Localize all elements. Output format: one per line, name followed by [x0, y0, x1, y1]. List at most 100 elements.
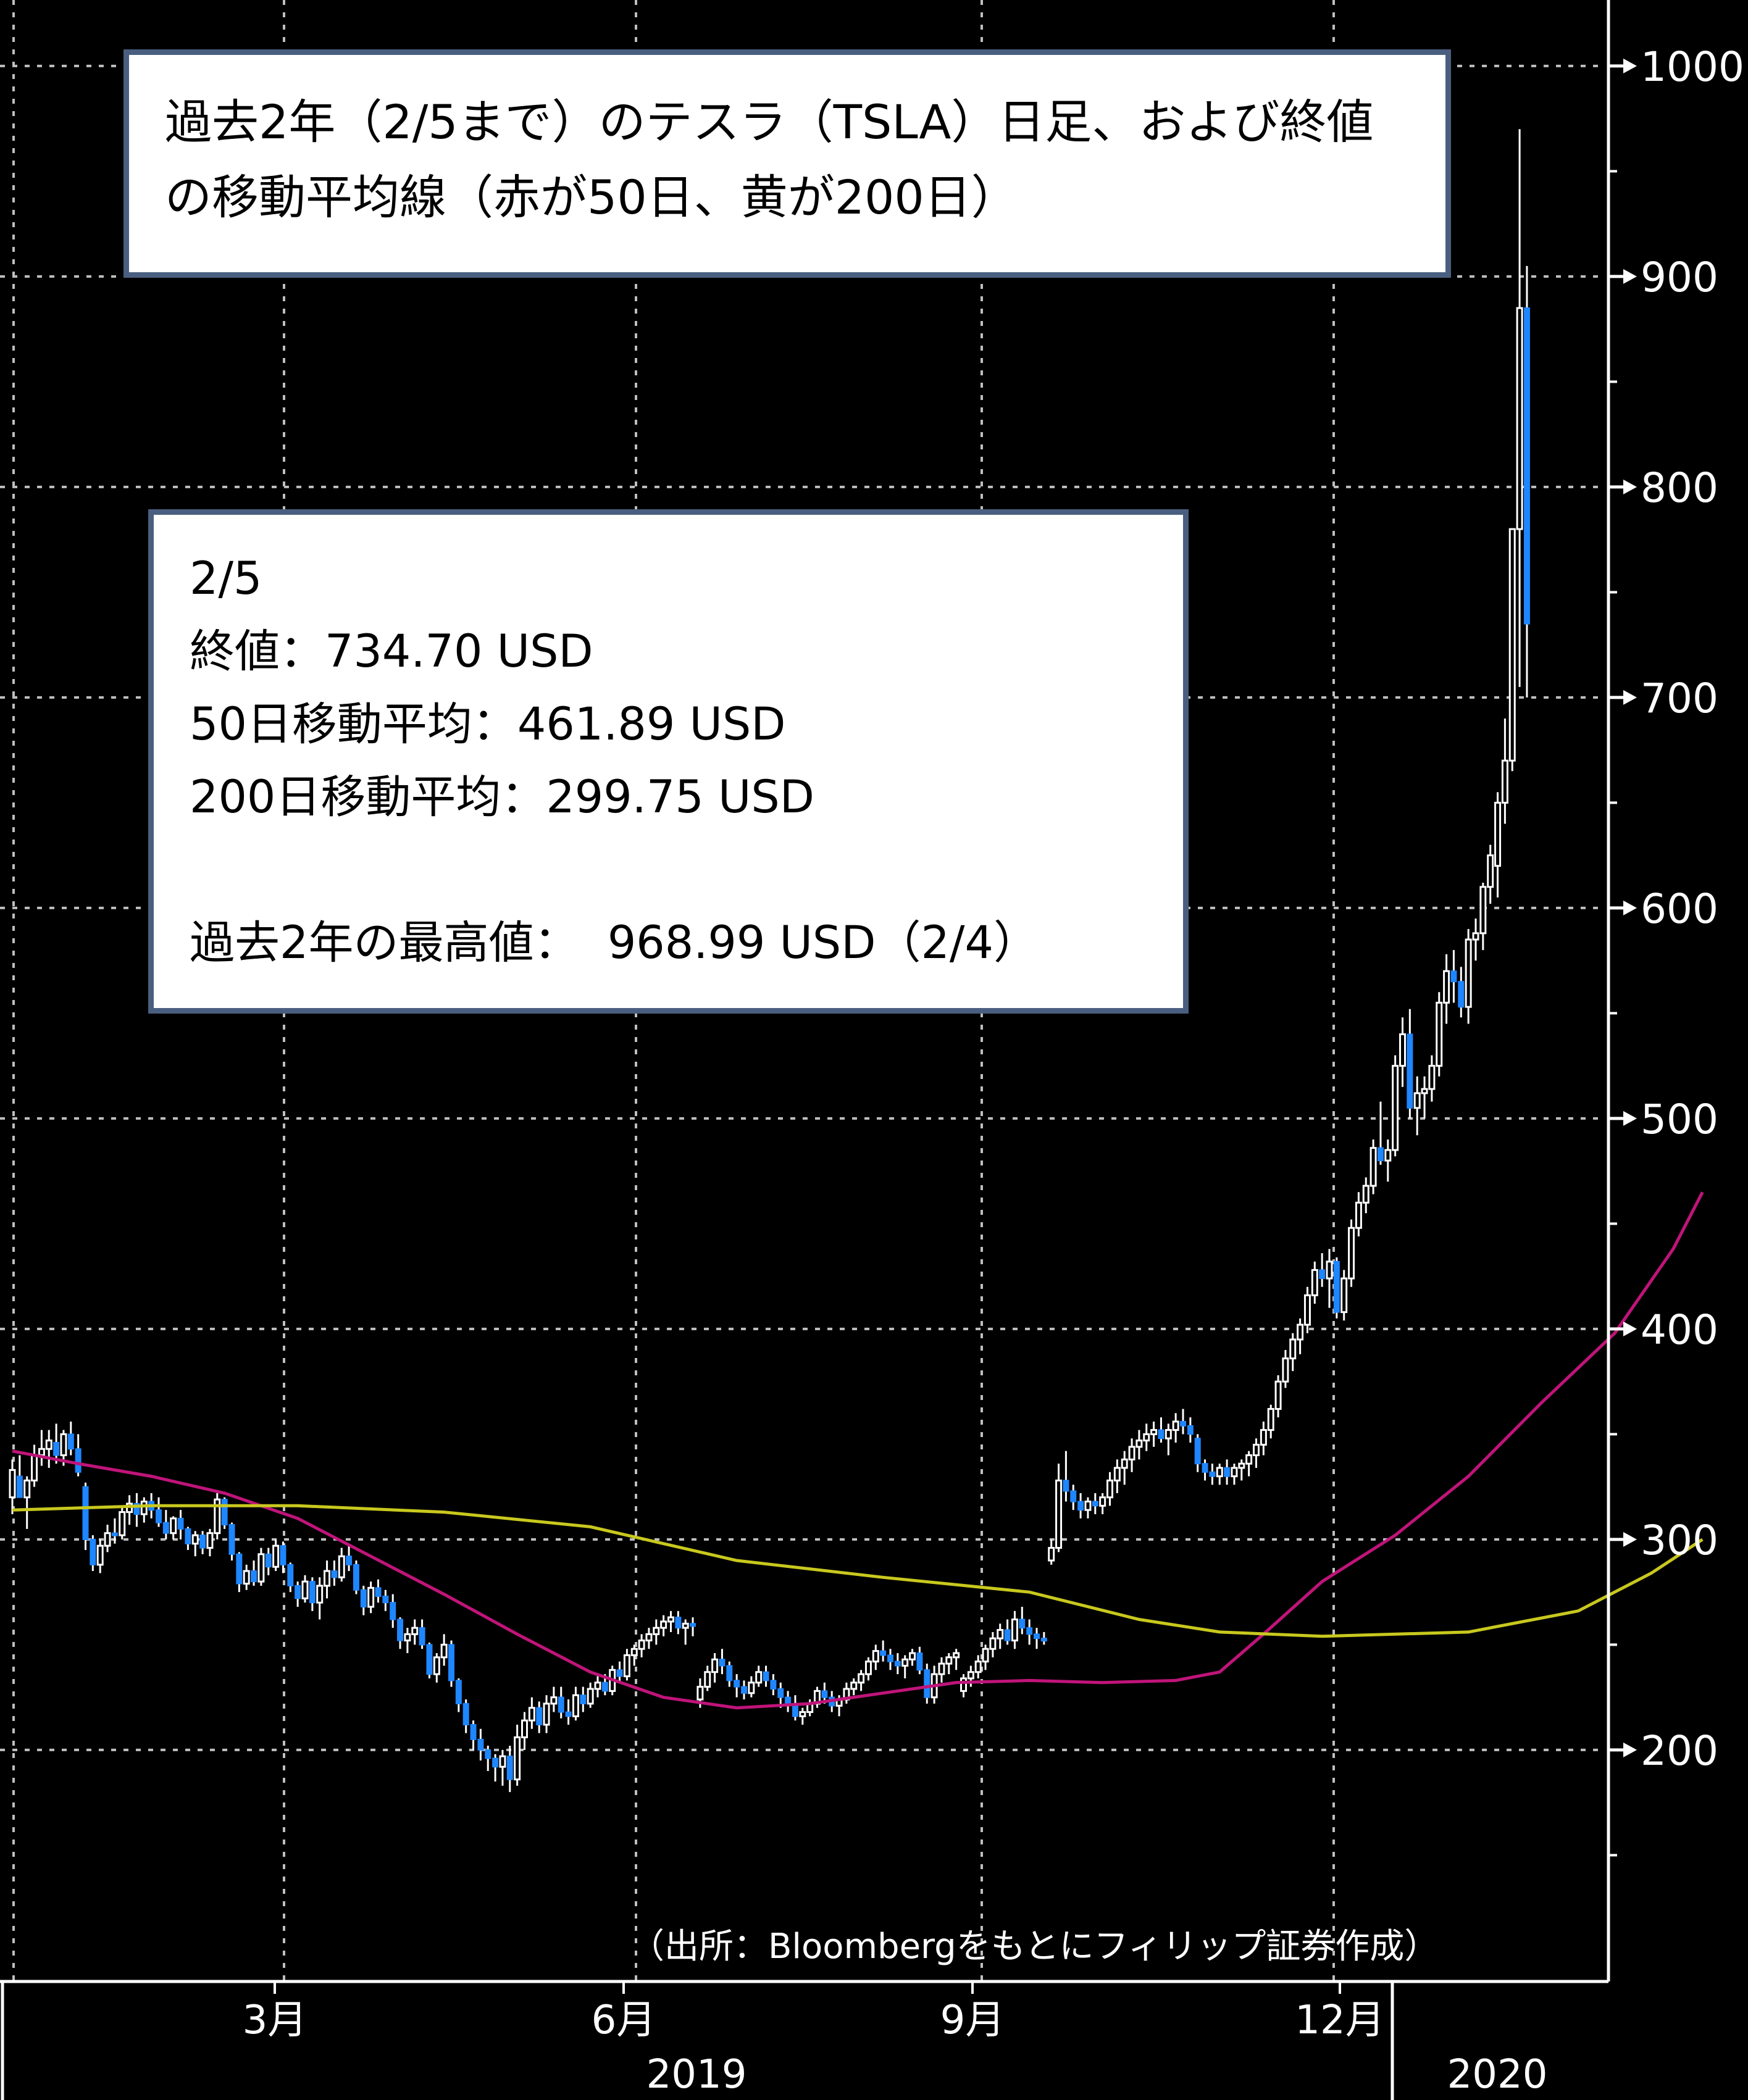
candle	[755, 1665, 763, 1687]
candle	[1297, 1318, 1304, 1354]
candle	[1113, 1459, 1121, 1493]
candle	[390, 1594, 396, 1628]
candle-body-down	[1224, 1467, 1231, 1477]
candle-body-up	[1355, 1201, 1362, 1229]
candle-body-down	[894, 1660, 901, 1667]
candle-body-down	[177, 1517, 184, 1530]
candle	[419, 1619, 425, 1649]
candle-body-up	[191, 1534, 199, 1545]
candle-body-down	[690, 1623, 696, 1627]
candle-body-down	[375, 1587, 382, 1597]
candle-body-up	[1443, 970, 1450, 1004]
candle	[287, 1562, 294, 1593]
candle	[704, 1665, 711, 1691]
candle	[1274, 1375, 1282, 1418]
candle	[309, 1577, 316, 1611]
candle-body-up	[433, 1656, 440, 1675]
candle	[887, 1649, 893, 1670]
candle	[455, 1678, 462, 1712]
candle-body-up	[901, 1658, 909, 1667]
candle-body-up	[1370, 1147, 1377, 1187]
candle-body-down	[770, 1680, 777, 1690]
candle-body-down	[265, 1553, 272, 1568]
candle	[1399, 1017, 1406, 1087]
candle	[528, 1697, 535, 1729]
candle-body-down	[397, 1619, 404, 1641]
candle	[1384, 1140, 1392, 1182]
candle-body-down	[887, 1654, 893, 1662]
candle	[623, 1649, 630, 1681]
candle	[162, 1510, 169, 1540]
candle	[506, 1746, 513, 1793]
candle-body-up	[1048, 1547, 1055, 1562]
candle	[814, 1686, 821, 1708]
candle	[916, 1646, 923, 1675]
candle	[1311, 1261, 1318, 1304]
candle	[426, 1642, 433, 1678]
title-line-2: の移動平均線（赤が50日、黄が200日）	[165, 170, 1018, 225]
y-tick-label: 700	[1641, 675, 1718, 722]
candle-body-down	[477, 1738, 484, 1751]
candle-body-up	[140, 1501, 148, 1515]
candle	[272, 1539, 280, 1572]
title-line-1: 過去2年（2/5まで）のテスラ（TSLA）日足、および終値	[165, 94, 1374, 149]
candle-body-up	[272, 1544, 280, 1568]
candle-body-up	[1238, 1462, 1245, 1469]
y-tick-label: 600	[1641, 885, 1718, 933]
candle	[23, 1476, 31, 1529]
candle-body-down	[221, 1499, 228, 1526]
candle-body-down	[353, 1564, 359, 1591]
candle	[257, 1548, 265, 1586]
candle	[1428, 1055, 1436, 1102]
candle	[82, 1482, 89, 1550]
candle	[221, 1497, 228, 1529]
candle-body-up	[119, 1511, 126, 1536]
candle-body-up	[660, 1620, 667, 1629]
y-tick-label: 900	[1641, 254, 1718, 301]
candle	[1260, 1421, 1267, 1456]
candle-body-up	[1011, 1618, 1018, 1642]
candle-body-down	[821, 1690, 828, 1698]
candle-body-up	[799, 1711, 806, 1717]
candle-body-up	[31, 1454, 38, 1481]
candle-body-down	[1070, 1490, 1077, 1502]
candle-body-up	[623, 1654, 630, 1678]
candle-body-down	[741, 1686, 747, 1694]
candle	[536, 1701, 543, 1733]
candle	[53, 1423, 60, 1464]
candle-body-up	[696, 1686, 704, 1701]
candle	[909, 1649, 916, 1666]
candle	[616, 1661, 623, 1683]
candle	[799, 1707, 806, 1725]
candle-body-down	[236, 1553, 243, 1585]
candle-body-down	[726, 1665, 733, 1681]
candle-body-down	[295, 1585, 301, 1599]
candle-body-up	[1055, 1479, 1063, 1549]
candle-body-up	[982, 1648, 989, 1663]
candle-body-up	[704, 1671, 711, 1688]
candle-body-down	[675, 1617, 682, 1629]
candle-body-up	[1516, 307, 1523, 530]
candle-body-down	[309, 1581, 316, 1604]
candle-body-up	[1479, 886, 1487, 935]
y-tick-arrow	[1623, 269, 1637, 284]
candle-body-up	[214, 1498, 221, 1535]
candle-body-down	[1319, 1269, 1326, 1280]
candle-body-up	[1472, 932, 1479, 941]
candle-body-up	[1436, 1001, 1443, 1067]
candle-body-up	[528, 1707, 535, 1722]
candle	[324, 1560, 331, 1599]
candle-body-up	[953, 1652, 960, 1659]
candle-body-up	[587, 1688, 594, 1705]
candle-body-up	[1362, 1185, 1370, 1204]
candle-body-up	[989, 1637, 997, 1650]
candle-body-down	[228, 1524, 235, 1555]
candle	[1150, 1421, 1158, 1447]
candle	[1392, 1055, 1399, 1157]
candle-body-down	[1187, 1425, 1194, 1435]
candle	[96, 1539, 104, 1573]
candle	[1472, 918, 1479, 961]
candle	[1034, 1628, 1040, 1649]
candle	[156, 1497, 162, 1527]
candle	[295, 1581, 301, 1607]
